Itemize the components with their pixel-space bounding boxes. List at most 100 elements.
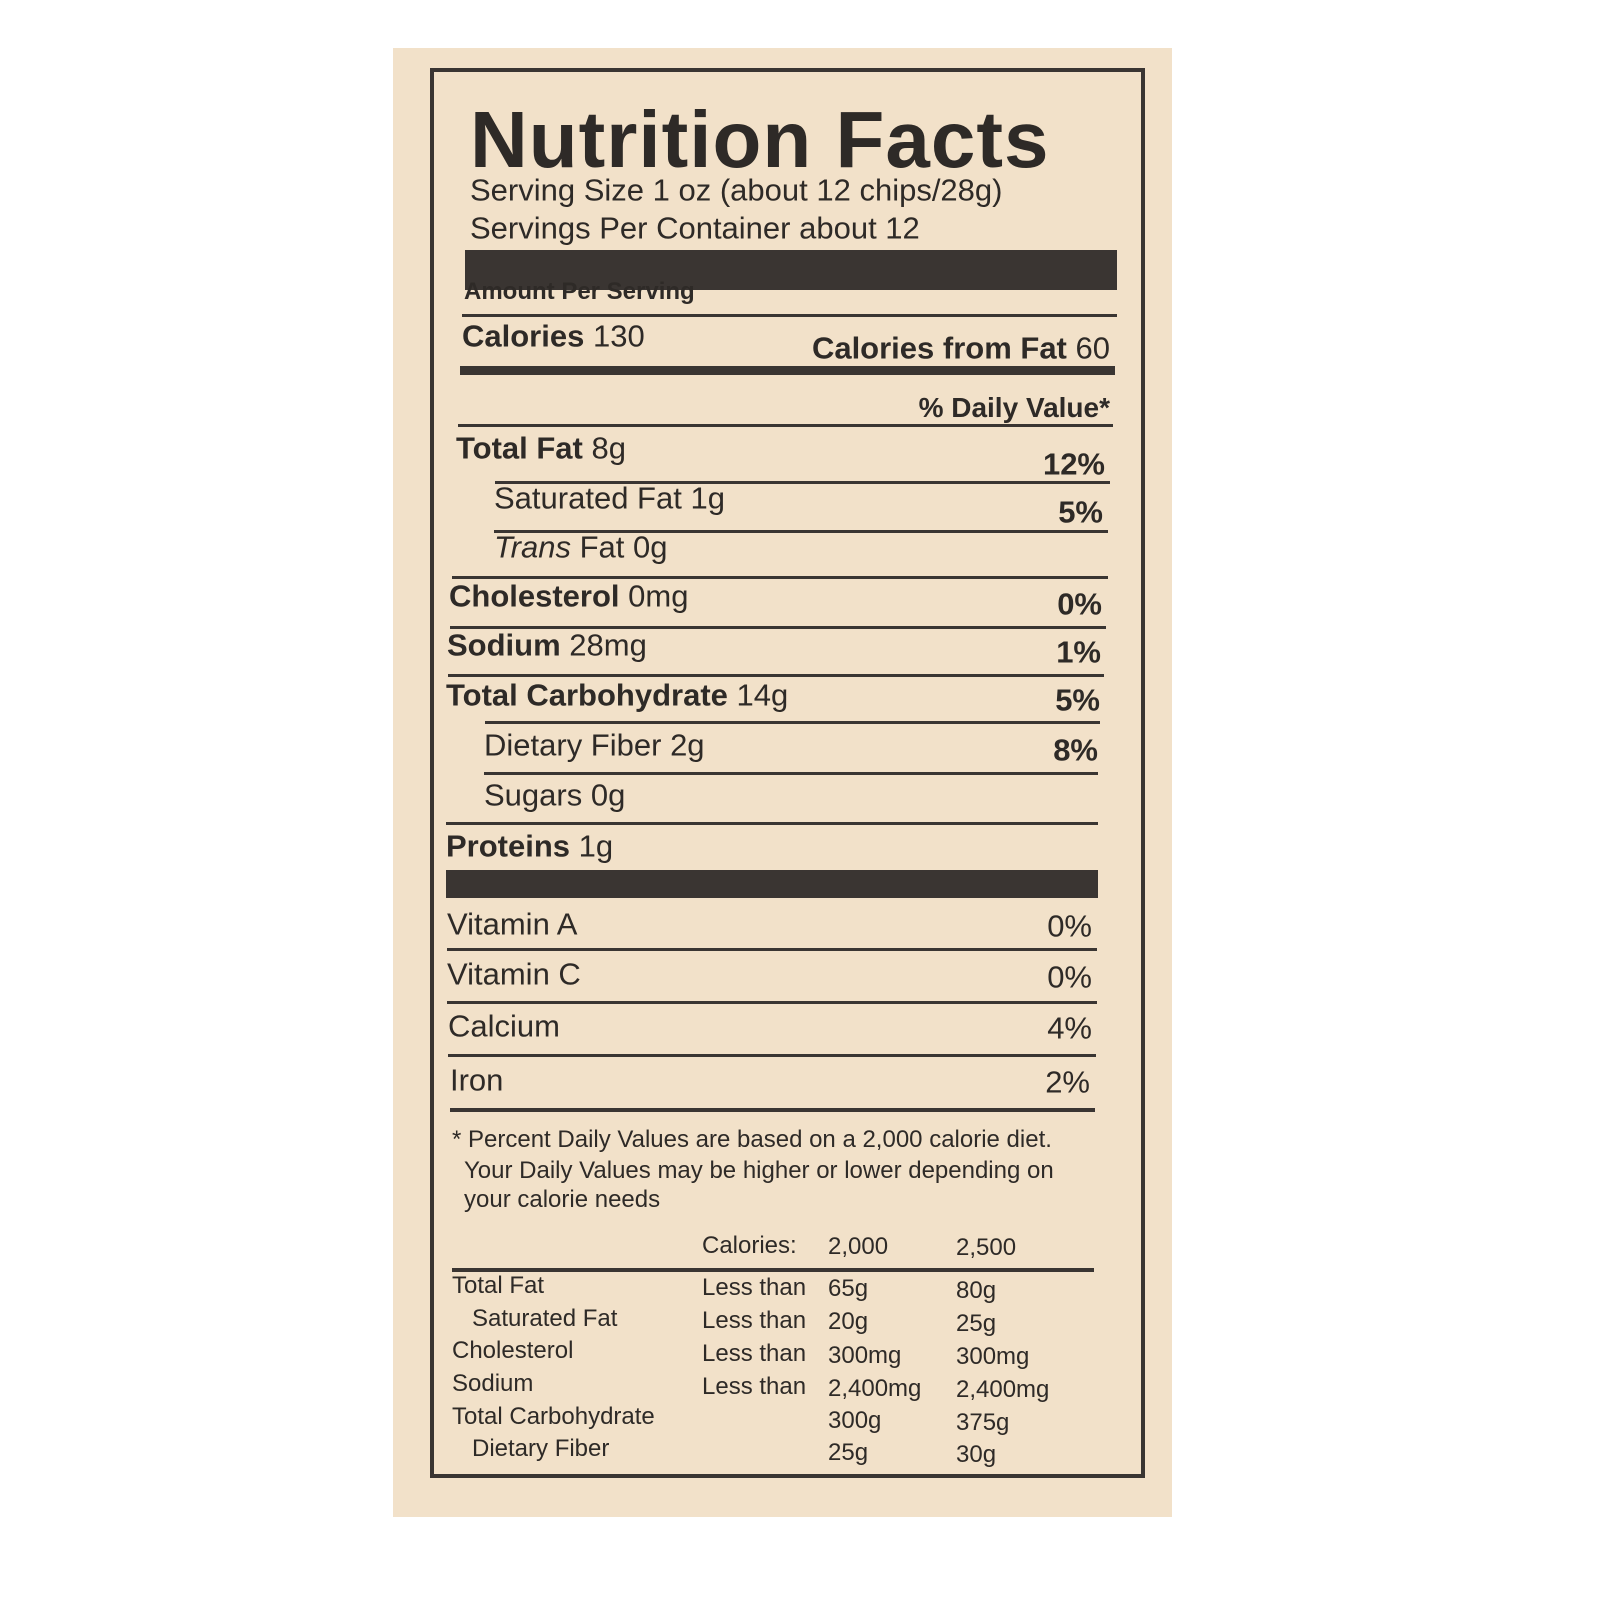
table-cell: Saturated Fat xyxy=(472,1305,618,1332)
nutrient-dv: 5% xyxy=(1055,682,1100,718)
nutrient-name: Total Carbohydrate xyxy=(446,677,728,713)
table-cell: Dietary Fiber xyxy=(472,1435,610,1462)
nutrient-name: Dietary Fiber xyxy=(484,727,662,763)
rule xyxy=(450,626,1106,629)
table-cell: 65g xyxy=(828,1275,869,1302)
rule xyxy=(484,772,1098,775)
table-cell: Less than xyxy=(702,1307,807,1334)
table-cell: 25g xyxy=(956,1310,997,1337)
rule xyxy=(447,1001,1097,1004)
nutrient-amount: 8g xyxy=(591,430,626,466)
rule xyxy=(495,481,1110,484)
vitamin-name: Vitamin A xyxy=(447,906,578,942)
table-cell: 300mg xyxy=(956,1343,1030,1370)
nutrient-amount: 0g xyxy=(590,777,626,813)
calories-value: 130 xyxy=(592,318,645,354)
nutrient-row: Proteins 1g xyxy=(446,831,613,862)
rule xyxy=(462,314,1117,317)
nutrient-row: Total Fat 8g xyxy=(456,433,626,464)
nutrient-dv: 1% xyxy=(1056,634,1101,670)
vitamin-dv: 0% xyxy=(1047,959,1092,995)
calories-from-fat: Calories from Fat 60 xyxy=(812,333,1110,364)
table-cell: Sodium xyxy=(452,1370,534,1397)
vitamin-name: Iron xyxy=(450,1062,504,1098)
nutrient-name: Saturated Fat xyxy=(494,480,682,516)
nutrient-amount: 14g xyxy=(736,677,789,713)
calories-from-fat-value: 60 xyxy=(1075,330,1110,366)
footnote-line: your calorie needs xyxy=(464,1186,661,1213)
table-header: 2,500 xyxy=(956,1234,1017,1261)
nutrient-dv: 12% xyxy=(1042,446,1105,482)
table-cell: 2,400mg xyxy=(956,1376,1050,1403)
daily-value-header: % Daily Value* xyxy=(918,392,1110,423)
footnote-line: Your Daily Values may be higher or lower… xyxy=(464,1157,1054,1184)
table-header: Calories: xyxy=(702,1232,797,1259)
rule xyxy=(452,1268,1094,1272)
nutrient-name: Sugars xyxy=(484,777,583,813)
servings-per-container: Servings Per Container about 12 xyxy=(470,210,920,246)
thick-bar xyxy=(465,250,1117,290)
table-cell: 300g xyxy=(828,1407,882,1434)
nutrient-name: Sodium xyxy=(447,627,561,663)
nutrient-amount: 28mg xyxy=(569,627,647,663)
vitamin-name: Vitamin C xyxy=(447,956,581,992)
nutrient-amount: 1g xyxy=(578,828,614,864)
table-cell: 2,400mg xyxy=(828,1375,922,1402)
table-cell: Total Carbohydrate xyxy=(452,1403,655,1430)
table-cell: Total Fat xyxy=(452,1272,545,1299)
nutrient-amount: 0mg xyxy=(628,578,689,614)
rule xyxy=(448,1054,1096,1057)
footnote-line: * Percent Daily Values are based on a 2,… xyxy=(452,1126,1052,1153)
vitamin-dv: 0% xyxy=(1047,908,1092,944)
package-panel xyxy=(393,48,1172,1517)
table-cell: 20g xyxy=(828,1308,869,1335)
vitamin-dv: 4% xyxy=(1047,1010,1092,1046)
nutrient-amount: 2g xyxy=(670,727,705,763)
nutrient-row: Trans Fat 0g xyxy=(494,532,667,563)
nutrient-dv: 0% xyxy=(1057,586,1102,622)
thick-bar xyxy=(446,870,1098,898)
nutrient-row: Sugars 0g xyxy=(484,780,625,811)
vitamin-name: Calcium xyxy=(448,1008,560,1044)
nutrient-row: Dietary Fiber 2g xyxy=(484,730,705,761)
nutrient-amount: Fat 0g xyxy=(579,529,668,565)
rule xyxy=(458,424,1113,427)
rule xyxy=(450,1108,1095,1112)
table-cell: Cholesterol xyxy=(452,1337,574,1364)
nutrient-amount: 1g xyxy=(690,480,725,516)
table-header: 2,000 xyxy=(828,1233,889,1260)
table-cell: 375g xyxy=(956,1409,1010,1436)
nutrient-name: Total Fat xyxy=(456,430,583,466)
vitamin-dv: 2% xyxy=(1045,1064,1090,1100)
table-cell: 300mg xyxy=(828,1342,902,1369)
calories: Calories 130 xyxy=(462,321,645,352)
nutrient-dv: 5% xyxy=(1058,494,1103,530)
nutrient-row: Cholesterol 0mg xyxy=(449,581,688,612)
rule xyxy=(448,674,1104,677)
amount-per-serving: Amount Per Serving xyxy=(464,278,695,305)
table-cell: Less than xyxy=(702,1340,807,1367)
label-border xyxy=(430,68,1145,1478)
rule xyxy=(446,822,1098,825)
nutrient-row: Sodium 28mg xyxy=(447,630,647,661)
serving-size: Serving Size 1 oz (about 12 chips/28g) xyxy=(470,172,1003,208)
table-cell: 80g xyxy=(956,1277,997,1304)
rule xyxy=(485,721,1100,724)
title: Nutrition Facts xyxy=(470,95,1050,184)
rule xyxy=(447,948,1097,951)
rule xyxy=(494,530,1108,533)
nutrient-name: Cholesterol xyxy=(449,578,620,614)
nutrient-row: Saturated Fat 1g xyxy=(494,483,725,514)
medium-bar xyxy=(460,366,1115,375)
table-cell: 30g xyxy=(956,1441,997,1468)
table-cell: 25g xyxy=(828,1439,869,1466)
nutrient-row: Total Carbohydrate 14g xyxy=(446,680,788,711)
calories-from-fat-label: Calories from Fat xyxy=(811,330,1067,366)
nutrient-dv: 8% xyxy=(1053,732,1098,768)
nutrient-name: Trans xyxy=(494,529,571,565)
calories-label: Calories xyxy=(462,318,585,354)
table-cell: Less than xyxy=(702,1274,807,1301)
nutrient-name: Proteins xyxy=(446,828,571,864)
table-cell: Less than xyxy=(702,1373,807,1400)
